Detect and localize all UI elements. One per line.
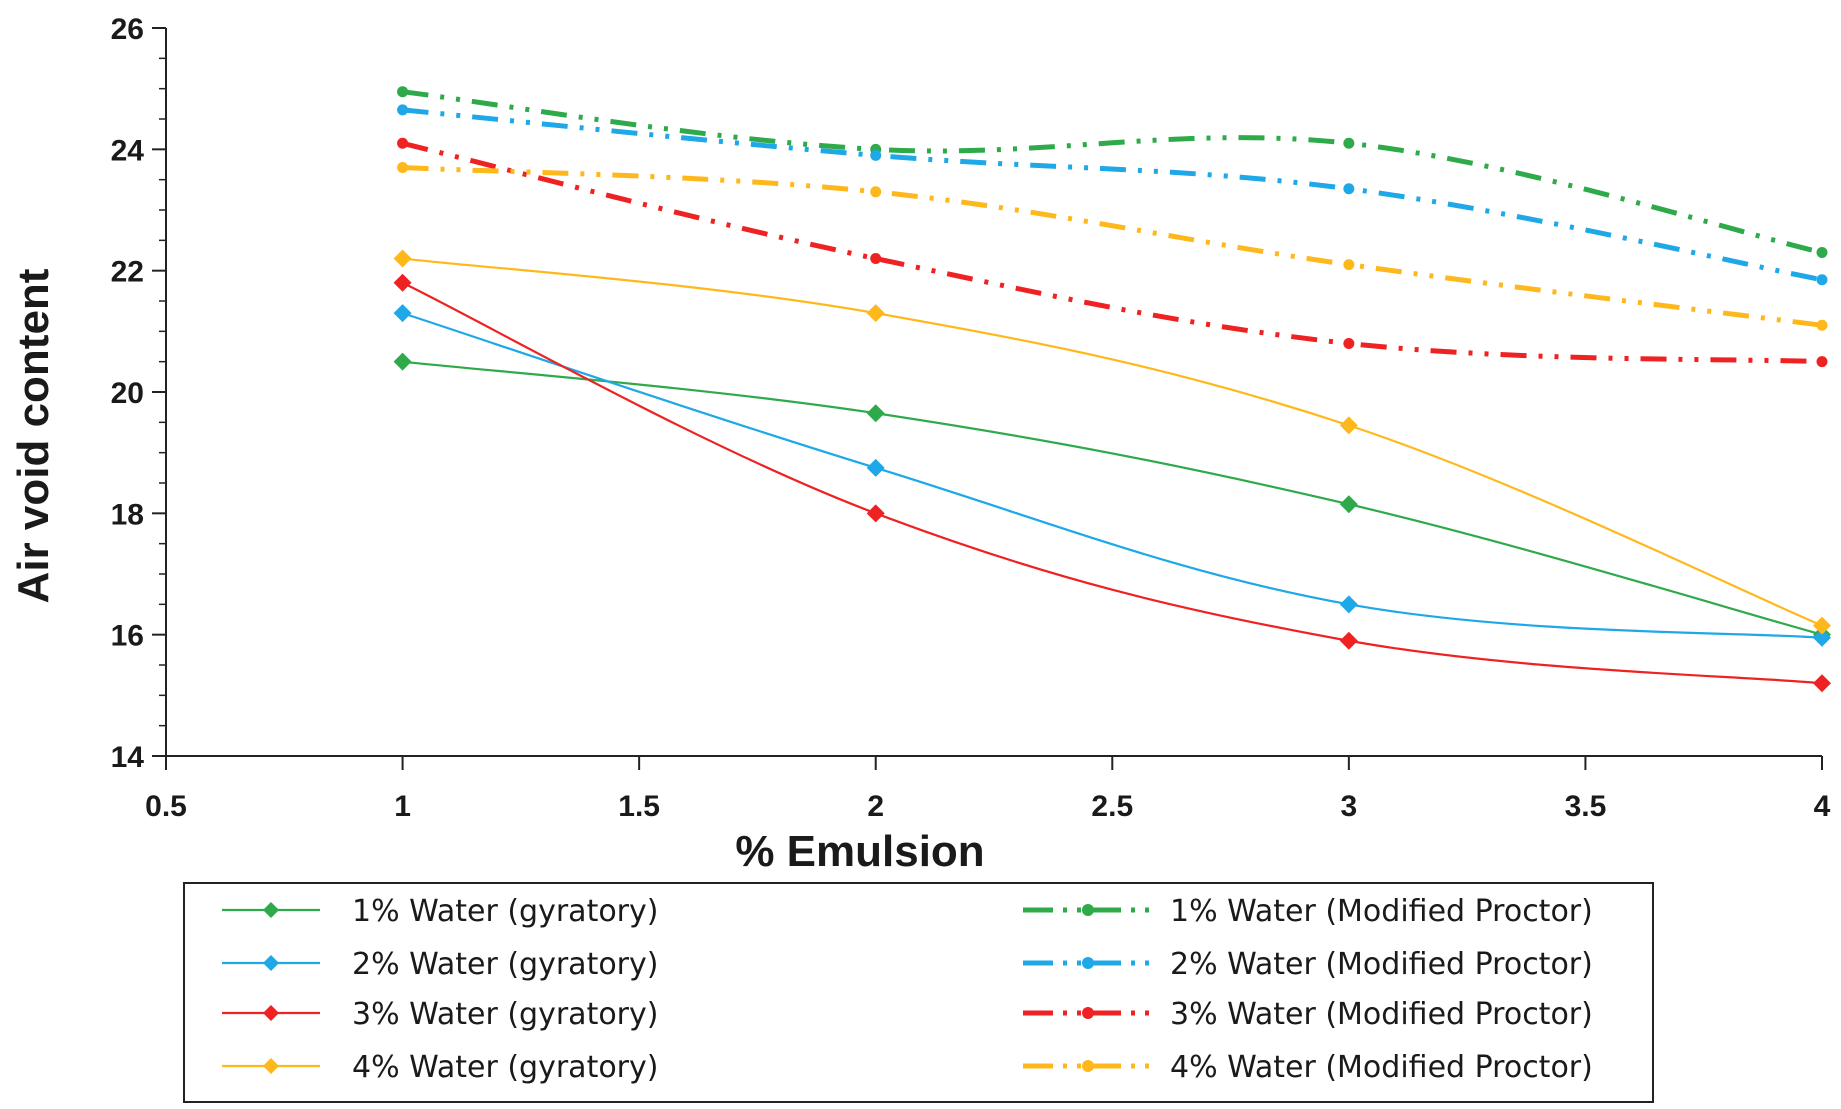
- y-tick-label: 14: [111, 741, 145, 774]
- point-4-water-modified-proctor: [397, 162, 409, 174]
- x-tick-label: 3: [1341, 790, 1358, 823]
- point-1-water-gyratory: [1339, 495, 1358, 514]
- point-4-water-gyratory: [866, 304, 885, 323]
- series-line-1-water-gyratory: [402, 360, 1823, 636]
- legend: 1% Water (gyratory) 2% Water (gyratory) 3%…: [183, 882, 1654, 1103]
- legend-label-1-water-modified-proctor: 1% Water (Modified Proctor): [1170, 894, 1593, 929]
- legend-marker-3-water-modified-proctor: [1082, 1007, 1094, 1019]
- legend-marker-3-water-gyratory: [263, 1005, 279, 1021]
- point-3-water-modified-proctor: [397, 137, 409, 149]
- legend-marker-2-water-modified-proctor: [1082, 957, 1094, 969]
- point-3-water-modified-proctor: [1343, 337, 1355, 349]
- series-line-3-water-modified-proctor: [401, 140, 1823, 365]
- legend-box: [183, 882, 1654, 1103]
- point-2-water-gyratory: [393, 304, 412, 323]
- x-axis-title: % Emulsion: [735, 827, 984, 876]
- legend-label-1-water-gyratory: 1% Water (gyratory): [352, 894, 658, 929]
- x-tick-label: 2: [867, 790, 884, 823]
- point-4-water-modified-proctor: [1343, 259, 1355, 271]
- series-lines: [401, 89, 1823, 685]
- legend-marker-1-water-gyratory: [263, 902, 279, 918]
- series-line-1-water-modified-proctor: [402, 89, 1823, 255]
- series-line-3-water-gyratory: [402, 281, 1823, 685]
- point-1-water-gyratory: [866, 404, 885, 423]
- point-4-water-modified-proctor: [870, 186, 882, 198]
- y-tick-label: 18: [111, 498, 144, 531]
- point-1-water-modified-proctor: [1816, 246, 1828, 258]
- point-2-water-gyratory: [1339, 595, 1358, 614]
- axes: 14 16 18 20 22 24 26 0.5 1 1.5 2 2.5 3 3.5 4: [111, 13, 1831, 823]
- legend-label-3-water-modified-proctor: 3% Water (Modified Proctor): [1170, 997, 1593, 1032]
- legend-marker-4-water-modified-proctor: [1082, 1060, 1094, 1072]
- point-2-water-modified-proctor: [397, 104, 409, 116]
- legend-marker-4-water-gyratory: [263, 1058, 279, 1074]
- series-line-2-water-modified-proctor: [402, 107, 1823, 283]
- y-axis-title: Air void content: [9, 268, 58, 603]
- point-3-water-gyratory: [866, 504, 885, 523]
- point-3-water-modified-proctor: [870, 253, 882, 265]
- point-2-water-gyratory: [866, 458, 885, 477]
- x-tick-label: 4: [1814, 790, 1831, 823]
- x-tick-label: 0.5: [145, 790, 187, 823]
- x-tick-label: 1: [394, 790, 411, 823]
- series-line-4-water-modified-proctor: [402, 165, 1823, 328]
- legend-label-4-water-gyratory: 4% Water (gyratory): [352, 1050, 658, 1085]
- legend-label-2-water-modified-proctor: 2% Water (Modified Proctor): [1170, 947, 1593, 982]
- series-line-2-water-gyratory: [402, 312, 1823, 639]
- point-2-water-gyratory: [1813, 628, 1831, 647]
- y-tick-label: 26: [111, 13, 144, 46]
- x-tick-label: 2.5: [1091, 790, 1133, 823]
- point-4-water-gyratory: [1339, 416, 1358, 435]
- point-2-water-modified-proctor: [870, 149, 882, 161]
- x-tick-label: 3.5: [1565, 790, 1607, 823]
- point-4-water-gyratory: [393, 249, 412, 268]
- y-tick-label: 16: [111, 620, 144, 653]
- series-line-4-water-gyratory: [402, 257, 1823, 627]
- point-3-water-gyratory: [1339, 631, 1358, 650]
- point-3-water-gyratory: [1813, 674, 1831, 693]
- legend-label-4-water-modified-proctor: 4% Water (Modified Proctor): [1170, 1050, 1593, 1085]
- y-tick-label: 20: [111, 377, 144, 410]
- legend-label-3-water-gyratory: 3% Water (gyratory): [352, 997, 658, 1032]
- legend-marker-2-water-gyratory: [263, 955, 279, 971]
- point-3-water-modified-proctor: [1816, 356, 1828, 368]
- series-markers: [393, 86, 1831, 693]
- point-2-water-modified-proctor: [1816, 274, 1828, 286]
- y-tick-label: 22: [111, 256, 144, 289]
- point-4-water-gyratory: [1813, 616, 1831, 635]
- point-1-water-modified-proctor: [397, 86, 409, 98]
- point-3-water-gyratory: [393, 273, 412, 292]
- point-4-water-modified-proctor: [1816, 319, 1828, 331]
- y-tick-label: 24: [111, 134, 145, 167]
- legend-label-2-water-gyratory: 2% Water (gyratory): [352, 947, 658, 982]
- x-tick-label: 1.5: [618, 790, 660, 823]
- point-1-water-gyratory: [393, 352, 412, 371]
- point-2-water-modified-proctor: [1343, 183, 1355, 195]
- point-1-water-modified-proctor: [1343, 137, 1355, 149]
- legend-marker-1-water-modified-proctor: [1082, 904, 1094, 916]
